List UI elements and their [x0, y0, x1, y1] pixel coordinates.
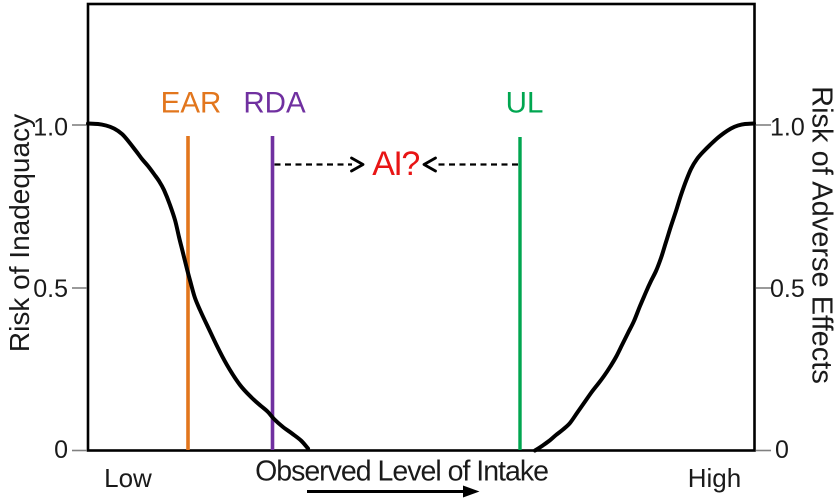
svg-text:Risk of Adverse Effects: Risk of Adverse Effects — [806, 86, 835, 384]
svg-text:0.5: 0.5 — [770, 275, 805, 303]
svg-text:Risk of Inadequacy: Risk of Inadequacy — [4, 114, 35, 352]
svg-text:0.5: 0.5 — [33, 275, 68, 303]
svg-text:0: 0 — [775, 436, 789, 464]
svg-text:1.0: 1.0 — [33, 114, 68, 142]
svg-text:1.0: 1.0 — [770, 114, 805, 142]
svg-text:High: High — [688, 463, 741, 493]
svg-text:EAR: EAR — [161, 87, 222, 120]
svg-text:Low: Low — [104, 463, 152, 493]
svg-text:Observed Level of Intake: Observed Level of Intake — [255, 456, 548, 488]
svg-text:UL: UL — [506, 87, 544, 120]
svg-text:AI?: AI? — [372, 145, 419, 183]
svg-text:RDA: RDA — [243, 87, 306, 120]
svg-text:0: 0 — [54, 436, 68, 464]
